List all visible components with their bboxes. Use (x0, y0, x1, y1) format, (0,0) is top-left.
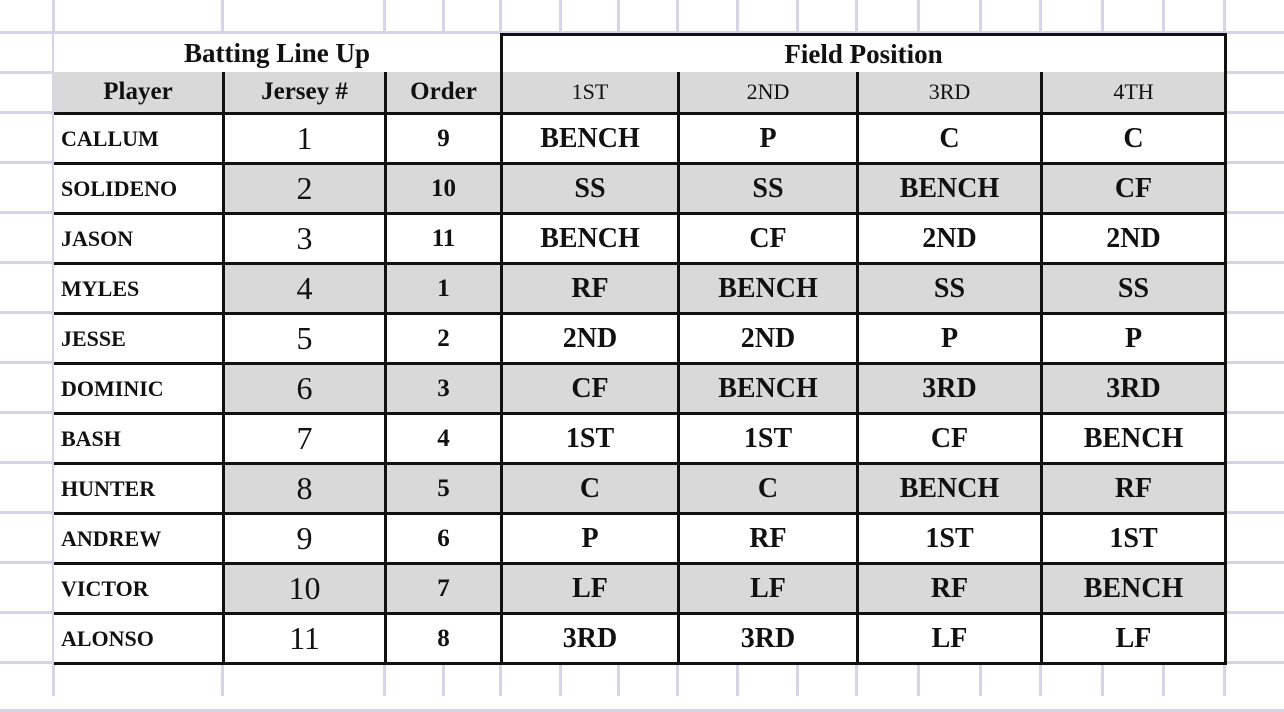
field-position-inning-1: RF (500, 265, 677, 315)
field-position-inning-2: SS (677, 165, 856, 215)
field-position-inning-3: SS (856, 265, 1040, 315)
field-position-inning-1: BENCH (500, 115, 677, 165)
batting-order: 10 (384, 165, 500, 215)
field-position-inning-3: 1ST (856, 515, 1040, 565)
batting-order: 7 (384, 565, 500, 615)
column-header-4th: 4TH (1040, 72, 1227, 115)
field-position-inning-3: RF (856, 565, 1040, 615)
batting-order: 11 (384, 215, 500, 265)
jersey-number: 5 (222, 315, 384, 365)
field-position-inning-4: C (1040, 115, 1227, 165)
player-name: VICTOR (54, 565, 222, 615)
field-position-inning-1: 2ND (500, 315, 677, 365)
field-position-inning-3: BENCH (856, 165, 1040, 215)
player-name: JESSE (54, 315, 222, 365)
batting-lineup-title: Batting Line Up (54, 34, 500, 72)
jersey-number: 4 (222, 265, 384, 315)
player-name: DOMINIC (54, 365, 222, 415)
field-position-inning-2: BENCH (677, 365, 856, 415)
jersey-number: 1 (222, 115, 384, 165)
jersey-number: 3 (222, 215, 384, 265)
player-name: MYLES (54, 265, 222, 315)
player-name: ANDREW (54, 515, 222, 565)
jersey-number: 2 (222, 165, 384, 215)
batting-order: 1 (384, 265, 500, 315)
column-header-jersey: Jersey # (222, 72, 384, 115)
batting-order: 3 (384, 365, 500, 415)
field-position-inning-4: CF (1040, 165, 1227, 215)
field-position-inning-4: P (1040, 315, 1227, 365)
field-position-inning-3: P (856, 315, 1040, 365)
player-name: HUNTER (54, 465, 222, 515)
field-position-inning-3: 3RD (856, 365, 1040, 415)
grid-line (0, 31, 1284, 34)
jersey-number: 11 (222, 615, 384, 665)
field-position-title: Field Position (500, 33, 1227, 72)
batting-order: 9 (384, 115, 500, 165)
field-position-inning-1: LF (500, 565, 677, 615)
field-position-inning-2: LF (677, 565, 856, 615)
jersey-number: 6 (222, 365, 384, 415)
field-position-inning-1: 3RD (500, 615, 677, 665)
field-position-inning-2: P (677, 115, 856, 165)
field-position-inning-3: LF (856, 615, 1040, 665)
jersey-number: 8 (222, 465, 384, 515)
column-header-order: Order (384, 72, 500, 115)
player-name: BASH (54, 415, 222, 465)
batting-order: 6 (384, 515, 500, 565)
player-name: ALONSO (54, 615, 222, 665)
jersey-number: 10 (222, 565, 384, 615)
player-name: JASON (54, 215, 222, 265)
field-position-inning-4: BENCH (1040, 415, 1227, 465)
field-position-inning-4: 3RD (1040, 365, 1227, 415)
field-position-inning-4: SS (1040, 265, 1227, 315)
field-position-inning-1: C (500, 465, 677, 515)
column-header-2nd: 2ND (677, 72, 856, 115)
field-position-inning-1: 1ST (500, 415, 677, 465)
field-position-inning-4: 2ND (1040, 215, 1227, 265)
field-position-inning-2: CF (677, 215, 856, 265)
field-position-inning-2: BENCH (677, 265, 856, 315)
field-position-inning-3: CF (856, 415, 1040, 465)
field-position-inning-2: 1ST (677, 415, 856, 465)
player-name: CALLUM (54, 115, 222, 165)
field-position-inning-2: RF (677, 515, 856, 565)
field-position-inning-3: BENCH (856, 465, 1040, 515)
column-header-player: Player (54, 72, 222, 115)
column-header-3rd: 3RD (856, 72, 1040, 115)
batting-order: 8 (384, 615, 500, 665)
batting-order: 2 (384, 315, 500, 365)
batting-order: 5 (384, 465, 500, 515)
field-position-inning-4: RF (1040, 465, 1227, 515)
field-position-inning-4: LF (1040, 615, 1227, 665)
field-position-inning-1: CF (500, 365, 677, 415)
jersey-number: 7 (222, 415, 384, 465)
column-header-1st: 1ST (500, 72, 677, 115)
field-position-inning-2: C (677, 465, 856, 515)
field-position-inning-1: SS (500, 165, 677, 215)
field-position-inning-3: 2ND (856, 215, 1040, 265)
field-position-inning-1: P (500, 515, 677, 565)
player-name: SOLIDENO (54, 165, 222, 215)
field-position-inning-1: BENCH (500, 215, 677, 265)
batting-order: 4 (384, 415, 500, 465)
field-position-inning-4: 1ST (1040, 515, 1227, 565)
grid-line (52, 0, 55, 696)
field-position-inning-4: BENCH (1040, 565, 1227, 615)
jersey-number: 9 (222, 515, 384, 565)
field-position-inning-2: 3RD (677, 615, 856, 665)
field-position-inning-2: 2ND (677, 315, 856, 365)
field-position-inning-3: C (856, 115, 1040, 165)
